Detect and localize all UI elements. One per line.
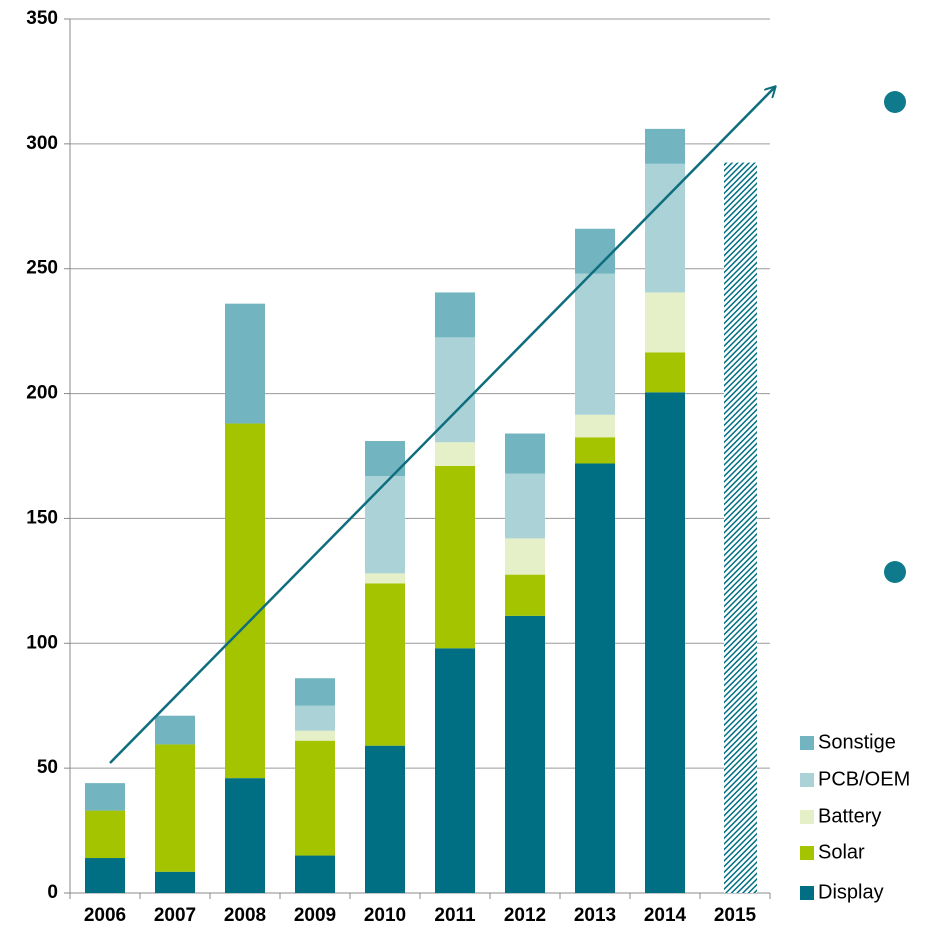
y-tick-label: 250 <box>26 258 58 279</box>
forecast-bar <box>724 162 757 894</box>
x-tick-label: 2014 <box>644 905 687 926</box>
legend-label: Battery <box>818 805 881 827</box>
bar-segment <box>155 744 195 872</box>
bar-segment <box>505 615 545 893</box>
bar-segment <box>575 437 615 464</box>
y-tick-label: 300 <box>26 133 58 154</box>
y-tick-label: 200 <box>26 383 58 404</box>
bar-segment <box>85 810 125 859</box>
bar-segment <box>85 783 125 811</box>
legend-swatch <box>800 846 814 860</box>
x-tick-label: 2006 <box>84 905 126 926</box>
x-tick-label: 2007 <box>154 905 196 926</box>
bar-segment <box>435 292 475 338</box>
x-tick-label: 2013 <box>574 905 616 926</box>
bar-segment <box>645 128 685 164</box>
x-tick-label: 2012 <box>504 905 546 926</box>
bar-segment <box>225 303 265 424</box>
bar-segment <box>295 730 335 741</box>
bar-segment <box>645 352 685 393</box>
x-tick-label: 2010 <box>364 905 406 926</box>
bar-segment <box>435 465 475 649</box>
bar-segment <box>575 228 615 274</box>
legend-label: Display <box>818 881 884 903</box>
y-tick-label: 150 <box>26 507 58 528</box>
legend-swatch <box>800 810 814 824</box>
x-tick-label: 2009 <box>294 905 336 926</box>
bar-segment <box>365 475 405 574</box>
x-tick-label: 2008 <box>224 905 266 926</box>
y-tick-label: 0 <box>47 882 58 903</box>
bar-segment <box>155 871 195 893</box>
bar-segment <box>155 715 195 745</box>
bar-segment <box>575 273 615 415</box>
bar-segment <box>295 705 335 731</box>
y-tick-label: 350 <box>26 8 58 29</box>
bar-segment <box>365 745 405 893</box>
legend-swatch <box>800 886 814 900</box>
legend-label: Solar <box>818 841 865 863</box>
bar-segment <box>505 473 545 539</box>
x-tick-label: 2011 <box>434 905 476 926</box>
bar-segment <box>225 423 265 779</box>
legend: Display Solar Battery PCB/OEM Sonstige <box>800 731 910 903</box>
legend-swatch <box>800 773 814 787</box>
legend-swatch <box>800 736 814 750</box>
bar-segment <box>435 648 475 893</box>
bullet <box>884 561 906 583</box>
bullet <box>884 91 906 113</box>
bar-segment <box>505 433 545 474</box>
bar-segment <box>85 858 125 893</box>
bar-segment <box>295 740 335 856</box>
bar-segment <box>295 678 335 706</box>
x-tick-label: 2015 <box>714 905 757 926</box>
bar-segment <box>575 414 615 438</box>
bar-segment <box>505 538 545 575</box>
y-tick-label: 100 <box>26 632 58 653</box>
legend-label: Sonstige <box>818 731 896 753</box>
bar-segment <box>645 292 685 353</box>
bar-segment <box>365 583 405 746</box>
bar-segment <box>435 442 475 466</box>
bars <box>85 128 757 894</box>
legend-label: PCB/OEM <box>818 768 910 790</box>
trend-arrow <box>109 87 775 764</box>
y-tick-label: 50 <box>37 757 58 778</box>
bar-segment <box>365 573 405 584</box>
bar-segment <box>225 778 265 893</box>
bar-segment <box>295 855 335 893</box>
bar-segment <box>575 463 615 893</box>
bar-segment <box>505 574 545 616</box>
bar-segment <box>645 392 685 893</box>
